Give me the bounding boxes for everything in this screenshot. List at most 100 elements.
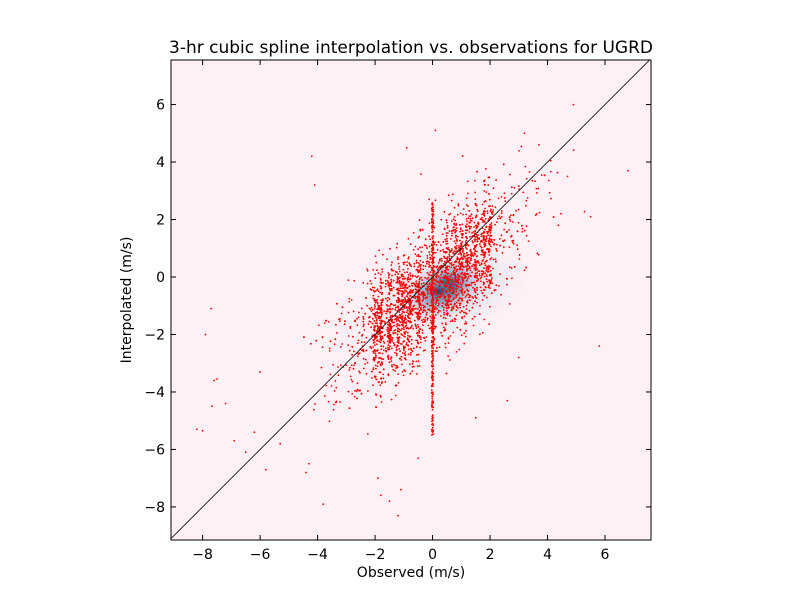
data-point	[460, 283, 463, 286]
data-point	[472, 254, 474, 257]
data-point	[468, 260, 470, 263]
data-point	[405, 322, 407, 324]
data-point	[500, 210, 503, 212]
data-point	[474, 283, 477, 286]
data-point	[432, 320, 435, 323]
data-point	[470, 275, 472, 278]
data-point	[461, 155, 464, 158]
data-point	[467, 253, 470, 256]
data-point	[495, 179, 497, 182]
data-point	[488, 242, 490, 245]
data-point	[415, 339, 417, 342]
data-point	[432, 368, 434, 370]
data-point	[321, 346, 324, 349]
data-point	[459, 227, 462, 230]
data-point	[483, 231, 485, 234]
data-point	[472, 231, 475, 233]
data-point	[451, 319, 454, 321]
data-point	[390, 319, 393, 322]
data-point	[211, 405, 213, 408]
data-point	[325, 319, 327, 322]
data-point	[452, 229, 455, 231]
data-point	[367, 433, 369, 435]
data-point	[429, 238, 431, 241]
data-point	[451, 248, 453, 251]
data-point	[347, 390, 350, 393]
data-point	[402, 275, 405, 278]
data-point	[392, 342, 395, 344]
data-point	[407, 334, 409, 337]
data-point	[458, 245, 460, 247]
data-point	[467, 276, 470, 278]
data-point	[443, 313, 446, 316]
data-point	[372, 346, 374, 348]
data-point	[523, 269, 526, 272]
data-point	[435, 275, 438, 277]
data-point	[448, 306, 450, 309]
x-tick-label: −2	[365, 547, 386, 563]
data-point	[483, 275, 486, 278]
data-point	[355, 390, 358, 393]
data-point	[471, 217, 474, 220]
data-point	[422, 304, 425, 307]
data-point	[432, 225, 435, 228]
data-point	[423, 305, 426, 308]
data-point	[363, 367, 365, 370]
data-point	[411, 362, 414, 365]
data-point	[451, 282, 454, 285]
data-point	[435, 297, 437, 299]
data-point	[417, 326, 420, 328]
data-point	[488, 193, 490, 195]
data-point	[401, 363, 403, 366]
data-point	[445, 372, 448, 375]
data-point	[375, 394, 378, 396]
data-point	[435, 301, 438, 304]
data-point	[397, 258, 399, 260]
data-point	[429, 271, 432, 273]
data-point	[395, 320, 398, 322]
data-point	[428, 308, 430, 311]
data-point	[333, 403, 335, 406]
data-point	[386, 326, 389, 329]
data-point	[409, 295, 411, 297]
data-point	[480, 276, 483, 279]
data-point	[441, 302, 444, 305]
data-point	[493, 243, 495, 246]
data-point	[430, 244, 433, 247]
data-point	[446, 224, 449, 227]
data-point	[503, 228, 505, 231]
data-point	[477, 270, 480, 272]
data-point	[549, 170, 552, 173]
data-point	[516, 244, 518, 247]
data-point	[465, 229, 467, 232]
data-point	[454, 283, 457, 286]
data-point	[430, 353, 433, 355]
data-point	[446, 237, 448, 240]
data-point	[418, 336, 421, 339]
data-point	[421, 246, 424, 249]
y-tick-label: −6	[144, 442, 165, 458]
data-point	[464, 311, 467, 314]
data-point	[401, 287, 404, 290]
data-point	[479, 333, 481, 336]
data-point	[466, 243, 468, 246]
data-point	[431, 213, 434, 215]
data-point	[446, 256, 449, 258]
data-point	[557, 224, 560, 227]
data-point	[458, 299, 461, 301]
data-point	[443, 210, 446, 213]
data-point	[489, 205, 491, 207]
data-point	[431, 365, 434, 368]
data-point	[436, 265, 439, 267]
data-point	[448, 213, 450, 216]
data-point	[405, 311, 408, 314]
data-point	[432, 299, 435, 301]
data-point	[381, 301, 384, 304]
data-point	[483, 256, 485, 259]
data-point	[475, 266, 477, 269]
data-point	[351, 380, 354, 383]
data-point	[422, 324, 424, 326]
data-point	[415, 300, 417, 303]
data-point	[418, 269, 421, 272]
data-point	[447, 342, 450, 344]
